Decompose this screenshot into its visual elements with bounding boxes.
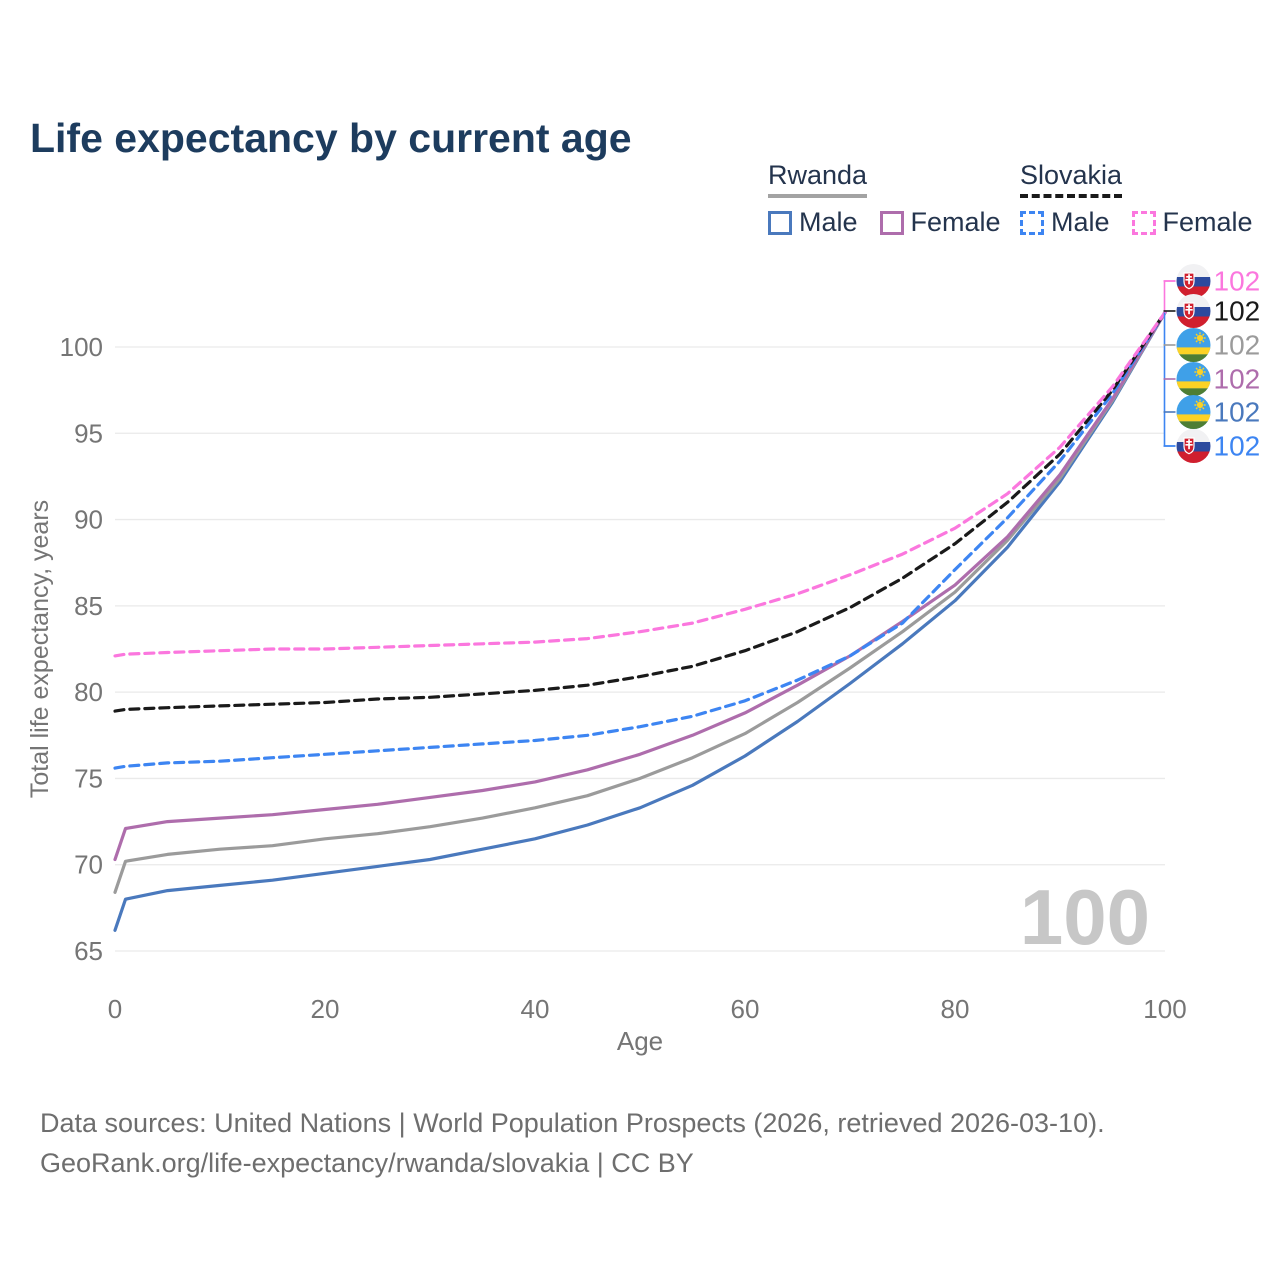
end-value-label: 102: [1214, 364, 1261, 395]
legend-group-slovakia-label: Slovakia: [1020, 160, 1123, 198]
legend-item-rwanda-male[interactable]: Male: [768, 207, 858, 238]
y-tick-label: 65: [74, 936, 103, 966]
line-slovakia-female: [113, 310, 1167, 658]
leader-line-top: [1163, 280, 1176, 313]
y-tick-label: 70: [74, 850, 103, 880]
legend-item-label: Female: [1162, 207, 1253, 237]
attribution-text: GeoRank.org/life-expectancy/rwanda/slova…: [40, 1148, 694, 1178]
slovakia-flag-icon: [1176, 294, 1211, 328]
legend-group-rwanda: Rwanda Male Female: [768, 160, 1023, 238]
legend-item-rwanda-female[interactable]: Female: [879, 207, 1001, 238]
page-title: Life expectancy by current age: [30, 115, 632, 162]
data-sources-text: Data sources: United Nations | World Pop…: [40, 1108, 1105, 1138]
x-tick-label: 60: [731, 994, 760, 1024]
end-value-label: 102: [1214, 397, 1261, 428]
legend-group-rwanda-label: Rwanda: [768, 160, 868, 198]
y-tick-label: 75: [74, 763, 103, 793]
x-tick-label: 0: [108, 994, 122, 1024]
line-rwanda-both-sexes: [113, 310, 1167, 894]
legend-item-label: Male: [799, 207, 858, 237]
line-rwanda-female: [113, 310, 1167, 862]
age-watermark: 100: [1020, 873, 1150, 961]
line-slovakia-male: [113, 310, 1167, 770]
slovakia-flag-icon: [1176, 429, 1211, 463]
line-rwanda-male: [113, 310, 1167, 932]
slovakia-female-swatch-icon: [1131, 210, 1156, 235]
x-tick-label: 20: [311, 994, 340, 1024]
x-tick-label: 100: [1143, 994, 1186, 1024]
legend-item-slovakia-male[interactable]: Male: [1020, 207, 1110, 238]
rwanda-flag-icon: [1176, 362, 1211, 396]
x-tick-label: 40: [521, 994, 550, 1024]
rwanda-female-swatch-icon: [879, 210, 904, 235]
x-tick-label: 80: [941, 994, 970, 1024]
x-axis-title: Age: [617, 1026, 663, 1056]
y-axis-title: Total life expectancy, years: [26, 500, 54, 798]
y-tick-label: 85: [74, 591, 103, 621]
y-tick-label: 90: [74, 505, 103, 535]
legend-item-slovakia-female[interactable]: Female: [1131, 207, 1253, 238]
rwanda-male-swatch-icon: [768, 210, 792, 235]
legend-item-label: Female: [910, 207, 1001, 237]
slovakia-flag-icon: [1176, 264, 1211, 298]
end-value-label: 102: [1214, 330, 1261, 361]
line-slovakia-both-sexes: [113, 310, 1167, 713]
y-tick-label: 100: [60, 332, 103, 362]
y-tick-label: 95: [74, 418, 103, 448]
rwanda-flag-icon: [1176, 328, 1211, 362]
legend-item-label: Male: [1051, 207, 1110, 237]
end-value-label: 102: [1214, 431, 1261, 462]
y-tick-label: 80: [74, 677, 103, 707]
rwanda-flag-icon: [1176, 395, 1211, 429]
legend-group-slovakia: Slovakia Male Female: [1020, 160, 1275, 238]
end-value-label: 102: [1214, 296, 1261, 327]
end-value-label: 102: [1214, 266, 1261, 297]
slovakia-male-swatch-icon: [1020, 210, 1044, 235]
